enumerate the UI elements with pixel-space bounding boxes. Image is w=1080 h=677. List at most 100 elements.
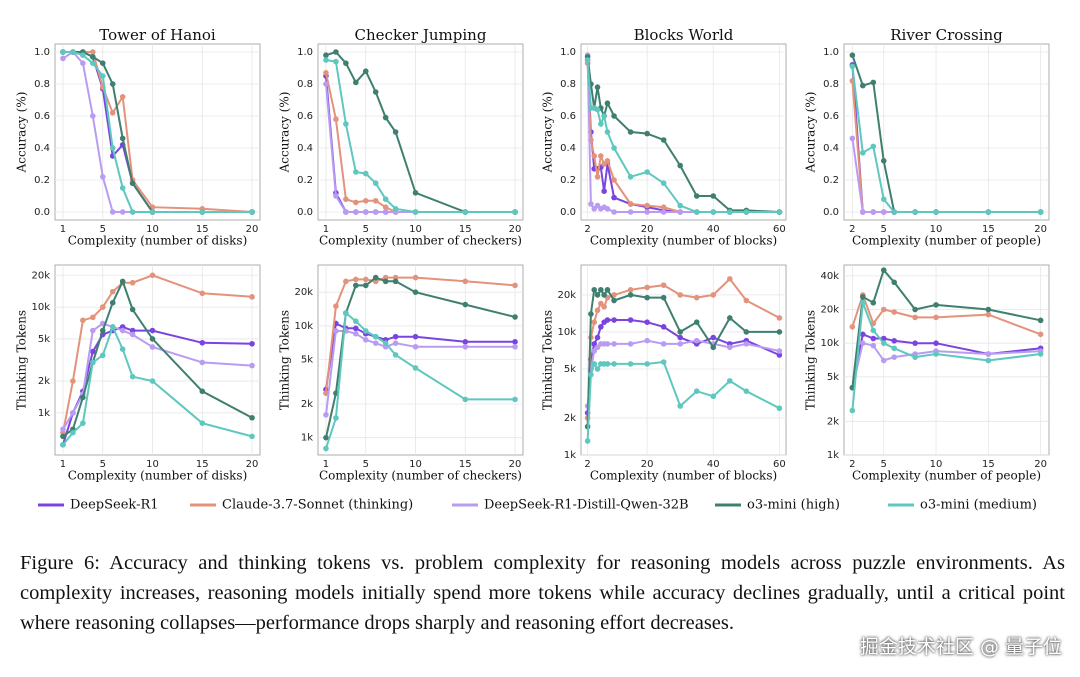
- data-point: [392, 352, 399, 358]
- data-point: [644, 319, 650, 326]
- data-point: [129, 209, 136, 215]
- y-tick-label: 0.6: [34, 111, 50, 122]
- data-point: [644, 169, 650, 175]
- data-point: [249, 294, 255, 300]
- x-tick-label: 10: [409, 224, 422, 235]
- data-point: [1037, 317, 1044, 324]
- x-tick-label: 10: [146, 224, 159, 235]
- data-point: [891, 345, 898, 352]
- data-point: [627, 361, 634, 367]
- x-axis-label: Complexity (number of disks): [68, 234, 248, 248]
- data-point: [933, 340, 939, 346]
- data-point: [149, 344, 156, 350]
- data-point: [594, 84, 601, 90]
- data-point: [119, 94, 126, 100]
- y-tick-label: 10k: [31, 302, 50, 313]
- data-point: [382, 278, 389, 285]
- data-point: [677, 209, 683, 215]
- data-point: [119, 327, 126, 334]
- data-point: [99, 60, 106, 66]
- data-point: [80, 394, 86, 401]
- data-point: [323, 390, 329, 396]
- legend-label: o3-mini (high): [747, 498, 840, 513]
- data-point: [353, 330, 359, 337]
- y-axis-label: Thinking Tokens: [804, 310, 818, 410]
- data-point: [353, 282, 359, 289]
- data-point: [627, 287, 634, 293]
- y-tick-label: 20k: [294, 287, 313, 298]
- data-point: [627, 209, 634, 215]
- y-tick-label: 5k: [38, 334, 50, 345]
- y-axis-label: Thinking Tokens: [278, 310, 292, 410]
- y-tick-label: 0.8: [297, 79, 313, 90]
- data-point: [660, 180, 667, 186]
- data-point: [412, 190, 419, 196]
- data-point: [512, 314, 518, 320]
- data-point: [693, 209, 700, 215]
- data-point: [323, 445, 329, 452]
- x-tick-label: 20: [246, 224, 259, 235]
- data-point: [199, 290, 206, 297]
- data-point: [353, 169, 359, 175]
- data-point: [985, 311, 992, 318]
- data-point: [870, 327, 877, 334]
- data-point: [644, 337, 650, 344]
- x-tick-label: 40: [707, 459, 720, 470]
- data-point: [353, 325, 359, 332]
- data-point: [891, 309, 898, 315]
- data-point: [644, 294, 650, 301]
- data-point: [392, 340, 399, 346]
- data-point: [601, 292, 607, 298]
- y-tick-label: 0.4: [560, 143, 576, 154]
- data-point: [880, 196, 887, 202]
- y-axis-label: Accuracy (%): [278, 92, 292, 174]
- data-point: [80, 317, 86, 324]
- plot-area: [580, 43, 787, 221]
- data-point: [412, 365, 419, 371]
- data-point: [644, 130, 650, 137]
- data-point: [109, 324, 116, 330]
- data-point: [372, 209, 379, 215]
- data-point: [343, 209, 349, 215]
- y-tick-label: 0.6: [823, 111, 839, 122]
- data-point: [604, 361, 611, 367]
- data-point: [462, 343, 469, 350]
- data-point: [249, 209, 255, 215]
- data-point: [677, 403, 683, 409]
- y-tick-label: 5k: [564, 364, 576, 375]
- data-point: [343, 60, 349, 66]
- x-axis-label: Complexity (number of blocks): [590, 469, 777, 483]
- data-point: [588, 371, 594, 378]
- data-point: [362, 170, 369, 177]
- y-tick-label: 20k: [31, 270, 50, 281]
- data-point: [333, 415, 339, 421]
- data-point: [710, 344, 717, 351]
- data-point: [584, 438, 591, 444]
- x-tick-label: 2: [849, 224, 855, 235]
- data-point: [462, 209, 469, 215]
- data-point: [109, 110, 116, 116]
- data-point: [710, 193, 717, 199]
- data-point: [743, 388, 750, 394]
- data-point: [149, 327, 156, 334]
- data-point: [776, 315, 783, 321]
- data-point: [90, 60, 96, 66]
- data-point: [880, 209, 887, 215]
- data-point: [1037, 331, 1044, 338]
- data-point: [743, 297, 750, 304]
- data-point: [726, 276, 733, 282]
- data-point: [249, 433, 255, 440]
- caption: Figure 6: Accuracy and thinking tokens v…: [20, 552, 1065, 634]
- x-tick-label: 15: [459, 224, 472, 235]
- data-point: [604, 287, 611, 293]
- data-point: [362, 337, 369, 343]
- data-point: [591, 153, 598, 159]
- data-point: [60, 433, 66, 440]
- data-point: [693, 337, 700, 344]
- data-point: [119, 135, 126, 142]
- data-point: [512, 396, 518, 403]
- data-point: [1037, 351, 1044, 357]
- data-point: [933, 314, 939, 321]
- x-tick-label: 20: [509, 459, 522, 470]
